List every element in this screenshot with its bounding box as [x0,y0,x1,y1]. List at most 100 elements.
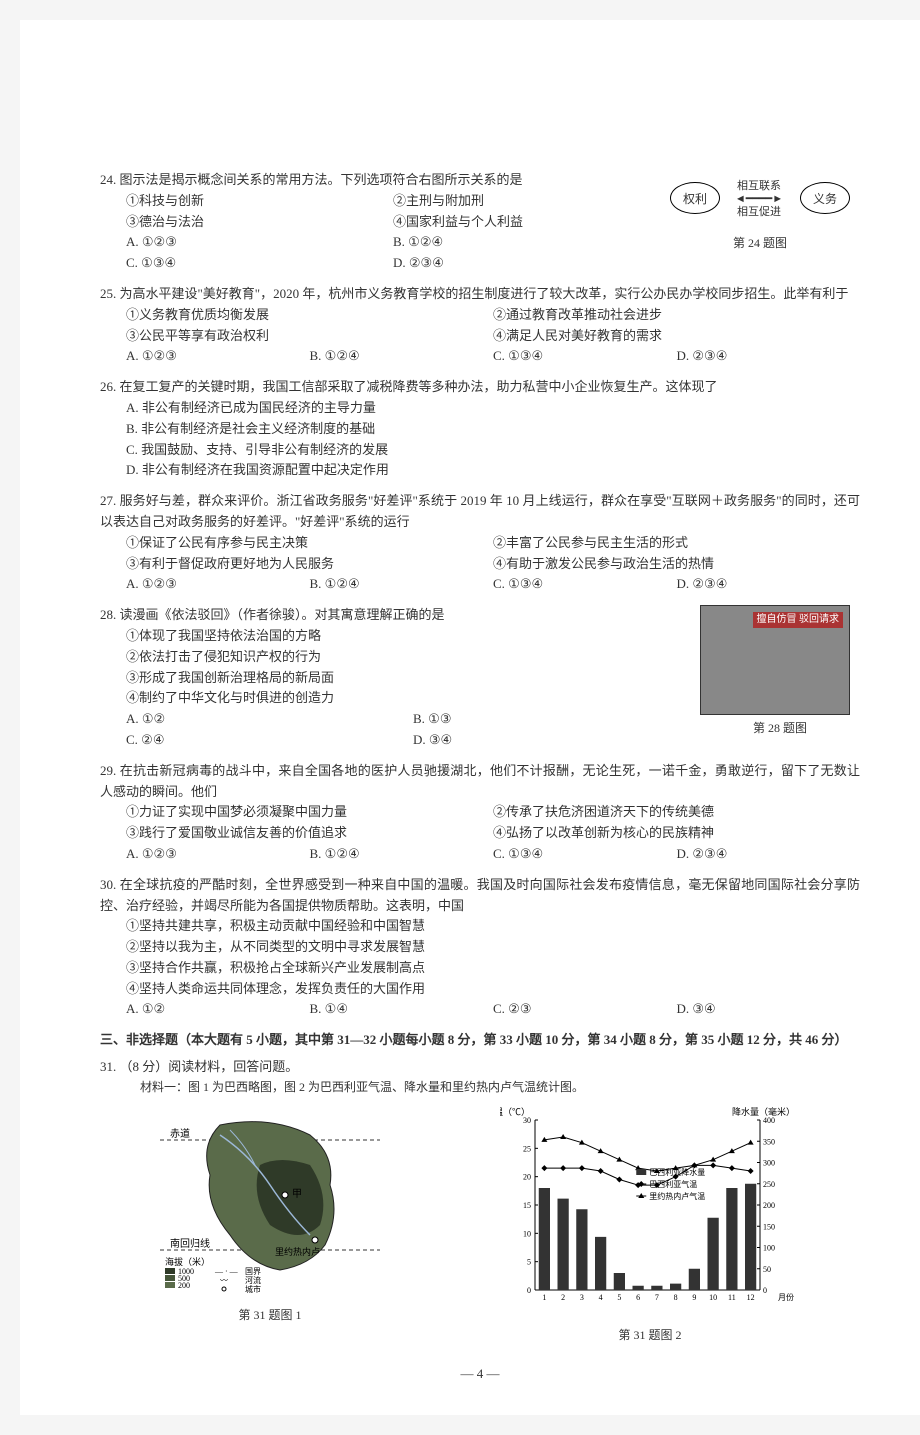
q28-body: 28. 读漫画《依法驳回》（作者徐骏）。对其寓意理解正确的是 ①体现了我国坚持依… [100,605,700,751]
q26-opt-d: D. 非公有制经济在我国资源配置中起决定作用 [126,460,860,481]
svg-text:— · —: — · — [214,1267,239,1276]
q25-text: 为高水平建设"美好教育"，2020 年，杭州市义务教育学校的招生制度进行了较大改… [120,286,849,301]
q27-num: 27. [100,493,116,508]
svg-text:30: 30 [523,1116,531,1125]
q28-stem: 28. 读漫画《依法驳回》（作者徐骏）。对其寓意理解正确的是 [100,605,700,626]
q27-opt-c: C. ①③④ [493,574,677,595]
q28-opt-a: A. ①② [126,709,413,730]
q27-options: A. ①②③ B. ①②④ C. ①③④ D. ②③④ [100,574,860,595]
q28-num: 28. [100,607,116,622]
q24-opt-b: B. ①②④ [393,232,660,253]
legend-sym-1: 国界 [245,1267,261,1276]
q28-caption: 第 28 题图 [700,719,860,738]
q26-opt-c: C. 我国鼓励、支持、引导非公有制经济的发展 [126,440,860,461]
q24-stem: 24. 图示法是揭示概念间关系的常用方法。下列选项符合右图所示关系的是 [100,170,660,191]
q30-item-2: ②坚持以我为主，从不同类型的文明中寻求发展智慧 [126,937,860,958]
q31-material-note: 材料一：图 1 为巴西略图，图 2 为巴西利亚气温、降水量和里约热内卢气温统计图… [100,1078,860,1097]
q31-map: 赤道 南回归线 甲 里约热内卢 海拔（米） 1000 500 [160,1105,380,1345]
q31-map-svg: 赤道 南回归线 甲 里约热内卢 海拔（米） 1000 500 [160,1105,380,1295]
q29-opt-c: C. ①③④ [493,844,677,865]
q24-diagram: 权利 相互联系 ◄━━━━► 相互促进 义务 [660,170,860,230]
svg-text:15: 15 [523,1201,531,1210]
question-29: 29. 在抗击新冠病毒的战斗中，来自全国各地的医护人员驰援湖北，他们不计报酬，无… [100,761,860,865]
page-number: — 4 — [20,1364,920,1385]
q30-item-1: ①坚持共建共享，积极主动贡献中国经验和中国智慧 [126,916,860,937]
q25-item-3: ③公民平等享有政治权利 [126,326,493,347]
q24-opt-c: C. ①③④ [126,253,393,274]
svg-text:3: 3 [580,1293,584,1302]
q30-options: A. ①② B. ①④ C. ②③ D. ③④ [100,999,860,1020]
q24-item-3: ③德治与法治 [126,212,393,233]
svg-text:100: 100 [763,1244,775,1253]
svg-text:250: 250 [763,1180,775,1189]
q29-item-4: ④弘扬了以改革创新为核心的民族精神 [493,823,860,844]
question-28: 28. 读漫画《依法驳回》（作者徐骏）。对其寓意理解正确的是 ①体现了我国坚持依… [100,605,860,751]
exam-page: 24. 图示法是揭示概念间关系的常用方法。下列选项符合右图所示关系的是 ①科技与… [20,20,920,1415]
q24-item-4: ④国家利益与个人利益 [393,212,660,233]
svg-text:0: 0 [527,1286,531,1295]
question-24: 24. 图示法是揭示概念间关系的常用方法。下列选项符合右图所示关系的是 ①科技与… [100,170,860,274]
q27-item-2: ②丰富了公民参与民主生活的形式 [493,533,860,554]
svg-text:50: 50 [763,1265,771,1274]
q25-num: 25. [100,286,116,301]
q30-num: 30. [100,877,116,892]
svg-text:4: 4 [599,1293,603,1302]
q27-opt-d: D. ②③④ [677,574,861,595]
q24-figure: 权利 相互联系 ◄━━━━► 相互促进 义务 第 24 题图 [660,170,860,274]
q25-stem: 25. 为高水平建设"美好教育"，2020 年，杭州市义务教育学校的招生制度进行… [100,284,860,305]
q29-num: 29. [100,763,116,778]
q27-item-4: ④有助于激发公民参与政治生活的热情 [493,554,860,575]
q24-item-2: ②主刑与附加刑 [393,191,660,212]
q29-stem: 29. 在抗击新冠病毒的战斗中，来自全国各地的医护人员驰援湖北，他们不计报酬，无… [100,761,860,803]
svg-text:7: 7 [655,1293,659,1302]
q28-options: A. ①② B. ①③ C. ②④ D. ③④ [100,709,700,751]
q28-opt-c: C. ②④ [126,730,413,751]
svg-text:6: 6 [636,1293,640,1302]
svg-text:20: 20 [523,1173,531,1182]
svg-text:里约热内卢气温: 里约热内卢气温 [649,1191,705,1201]
svg-text:25: 25 [523,1144,531,1153]
svg-text:10: 10 [523,1229,531,1238]
q28-item-2: ②依法打击了侵犯知识产权的行为 [126,647,700,668]
q24-arrow-icon: ◄━━━━► [724,193,794,206]
svg-text:9: 9 [692,1293,696,1302]
q30-stem: 30. 在全球抗疫的严酷时刻，全世界感受到一种来自中国的温暖。我国及时向国际社会… [100,875,860,917]
q24-text: 图示法是揭示概念间关系的常用方法。下列选项符合右图所示关系的是 [120,172,523,187]
svg-text:0: 0 [763,1286,767,1295]
q25-opt-d: D. ②③④ [677,346,861,367]
q31-chart: 气温（℃）降水量（毫米）0510152025300501001502002503… [500,1105,800,1345]
svg-text:12: 12 [747,1293,755,1302]
q27-item-1: ①保证了公民有序参与民主决策 [126,533,493,554]
svg-text:月份: 月份 [778,1292,794,1302]
section-3-heading: 三、非选择题（本大题有 5 小题，其中第 31—32 小题每小题 8 分，第 3… [100,1030,860,1051]
q29-opt-d: D. ②③④ [677,844,861,865]
q24-opt-a: A. ①②③ [126,232,393,253]
q31-map-caption: 第 31 题图 1 [160,1306,380,1325]
q30-text: 在全球抗疫的严酷时刻，全世界感受到一种来自中国的温暖。我国及时向国际社会发布疫情… [100,877,860,913]
q24-num: 24. [100,172,116,187]
legend-sym-3: 城市 [245,1284,261,1294]
q25-item-4: ④满足人民对美好教育的需求 [493,326,860,347]
q31-text: （8 分）阅读材料，回答问题。 [120,1059,299,1074]
q25-opt-b: B. ①②④ [310,346,494,367]
q28-figure: 擅自仿冒 驳回请求 第 28 题图 [700,605,860,751]
equator-label: 赤道 [170,1127,190,1140]
legend-elev-3: 200 [178,1281,190,1290]
q31-figures: 赤道 南回归线 甲 里约热内卢 海拔（米） 1000 500 [100,1105,860,1345]
legend-title: 海拔（米） [165,1256,210,1267]
q24-items: ①科技与创新 ②主刑与附加刑 ③德治与法治 ④国家利益与个人利益 [100,191,660,233]
q24-arrows: 相互联系 ◄━━━━► 相互促进 [724,180,794,220]
q24-oval-right: 义务 [800,182,850,214]
q25-item-1: ①义务教育优质均衡发展 [126,305,493,326]
q30-items: ①坚持共建共享，积极主动贡献中国经验和中国智慧 ②坚持以我为主，从不同类型的文明… [100,916,860,999]
q25-options: A. ①②③ B. ①②④ C. ①③④ D. ②③④ [100,346,860,367]
q30-item-4: ④坚持人类命运共同体理念，发挥负责任的大国作用 [126,979,860,1000]
q31-num: 31. [100,1059,116,1074]
q31-chart-caption: 第 31 题图 2 [500,1326,800,1345]
question-25: 25. 为高水平建设"美好教育"，2020 年，杭州市义务教育学校的招生制度进行… [100,284,860,367]
svg-text:5: 5 [617,1293,621,1302]
q29-item-1: ①力证了实现中国梦必须凝聚中国力量 [126,802,493,823]
q30-opt-d: D. ③④ [677,999,861,1020]
q29-item-2: ②传承了扶危济困道济天下的传统美德 [493,802,860,823]
svg-text:200: 200 [763,1201,775,1210]
